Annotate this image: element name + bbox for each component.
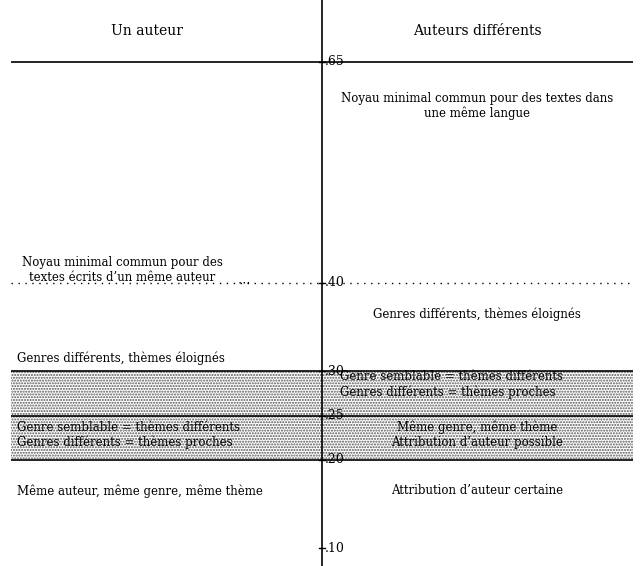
Bar [10,371,321,415]
Bar [321,371,632,415]
Text: Genres différents, thèmes éloignés: Genres différents, thèmes éloignés [17,351,225,365]
Text: .10: .10 [325,542,345,555]
Text: Attribution d’auteur certaine: Attribution d’auteur certaine [391,484,564,498]
Text: Noyau minimal commun pour des textes dans
une même langue: Noyau minimal commun pour des textes dan… [341,92,613,121]
Text: Même auteur, même genre, même thème: Même auteur, même genre, même thème [17,484,263,498]
Text: Même genre, même thème
Attribution d’auteur possible: Même genre, même thème Attribution d’aut… [391,421,563,449]
Text: Genre semblable = thèmes différents
Genres différents = thèmes proches: Genre semblable = thèmes différents Genr… [340,370,564,399]
Text: .40: .40 [325,277,345,289]
Text: Genres différents, thèmes éloignés: Genres différents, thèmes éloignés [374,307,581,321]
Text: ⋯: ⋯ [238,277,250,289]
Text: Auteurs différents: Auteurs différents [413,24,542,38]
Bar [10,415,321,460]
Text: .20: .20 [325,453,345,466]
Text: .30: .30 [325,365,345,378]
Text: Noyau minimal commun pour des
textes écrits d’un même auteur: Noyau minimal commun pour des textes écr… [22,256,223,284]
Text: Un auteur: Un auteur [111,24,184,38]
Bar [321,415,632,460]
Text: .25: .25 [325,409,345,422]
Text: Genre semblable = thèmes différents
Genres différents = thèmes proches: Genre semblable = thèmes différents Genr… [17,421,240,449]
Text: .65: .65 [325,55,345,68]
